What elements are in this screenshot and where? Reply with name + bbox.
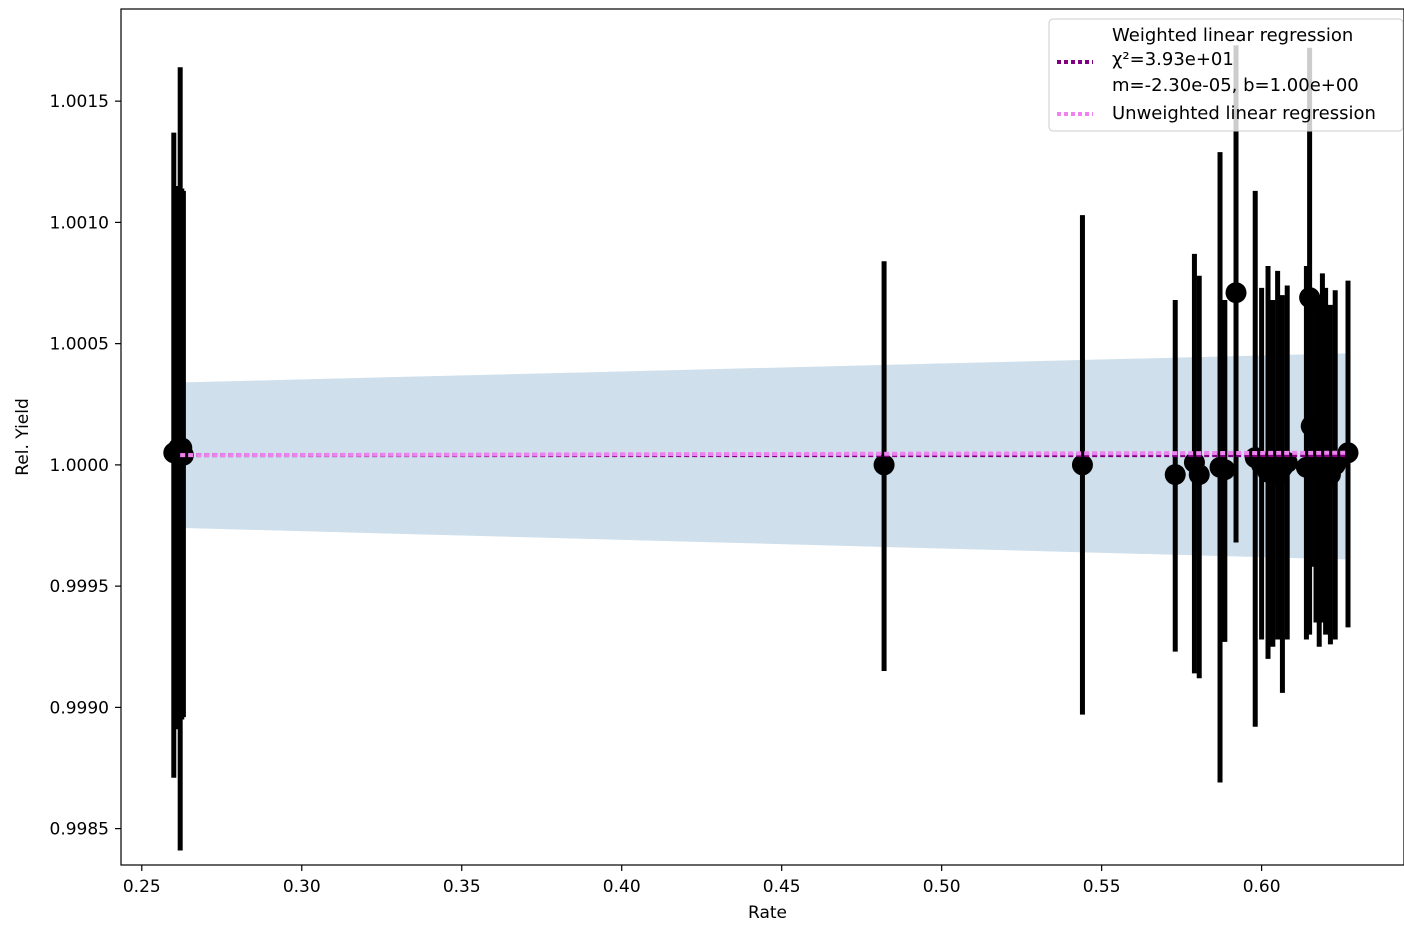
x-axis-label: Rate <box>748 903 787 922</box>
x-tick-label-6: 0.55 <box>1083 877 1121 897</box>
y-tick-label-6: 1.0015 <box>50 92 109 112</box>
y-tick-label-4: 1.0005 <box>50 335 109 355</box>
regression-line-unweighted <box>180 450 1349 458</box>
legend-label-params: m=-2.30e-05, b=1.00e+00 <box>1112 75 1359 96</box>
data-point-7 <box>1071 454 1093 476</box>
x-tick-label-2: 0.35 <box>443 877 481 897</box>
x-tick-label-3: 0.40 <box>603 877 641 897</box>
plot-frame <box>120 8 1404 866</box>
data-point-30 <box>1337 442 1359 464</box>
data-point-10 <box>1188 464 1210 486</box>
data-point-22 <box>1299 287 1321 309</box>
x-tick-label-1: 0.30 <box>283 877 321 897</box>
data-point-13 <box>1225 282 1247 304</box>
x-tick-label-5: 0.50 <box>923 877 961 897</box>
x-tick-label-4: 0.45 <box>763 877 801 897</box>
data-point-20 <box>1276 451 1298 473</box>
plot-area <box>163 45 1359 851</box>
y-tick-label-3: 1.0000 <box>50 456 109 476</box>
y-tick-label-1: 0.9990 <box>50 698 109 718</box>
y-tick-label-0: 0.9985 <box>50 820 109 840</box>
data-point-23 <box>1300 415 1322 437</box>
legend-label-weighted: Weighted linear regression <box>1112 25 1353 46</box>
confidence-band <box>180 353 1349 560</box>
data-point-6 <box>873 454 895 476</box>
x-tick-label-7: 0.60 <box>1243 877 1281 897</box>
legend-label-chi2: χ²=3.93e+01 <box>1112 49 1234 70</box>
y-tick-label-2: 0.9995 <box>50 577 109 597</box>
legend-label-unweighted: Unweighted linear regression <box>1112 103 1376 124</box>
data-point-12 <box>1214 459 1236 481</box>
y-tick-label-5: 1.0010 <box>50 213 109 233</box>
y-axis-label: Rel. Yield <box>13 398 33 476</box>
data-point-8 <box>1164 464 1186 486</box>
legend-box <box>1048 18 1404 132</box>
x-tick-label-0: 0.25 <box>123 877 161 897</box>
